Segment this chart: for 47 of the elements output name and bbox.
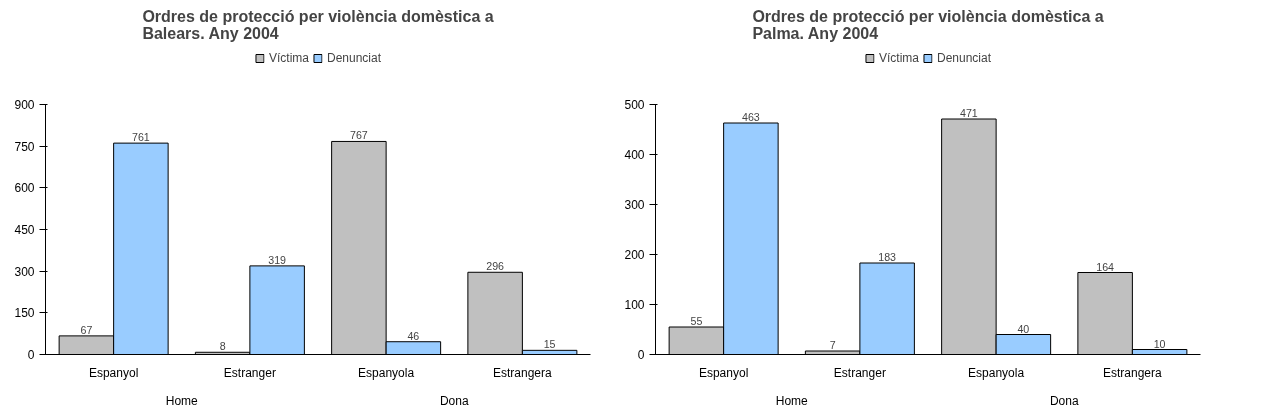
y-tick-label: 300	[624, 198, 645, 212]
text: Home	[775, 393, 809, 408]
y-tick-label: 150	[14, 306, 35, 321]
y-tick-label: 450	[14, 223, 35, 237]
y-tick-label: 0	[27, 348, 35, 362]
y-tick-label: 0	[637, 348, 645, 362]
x-tick-label: Espanyola	[358, 365, 415, 380]
text: Home	[165, 393, 199, 408]
y-tick-label: 300	[14, 264, 35, 279]
y-tick-label: 900	[14, 98, 35, 112]
data-label: 10	[1153, 337, 1166, 350]
x-tick-label: Espanyola	[968, 365, 1025, 380]
x-tick-label: Espanyol	[88, 365, 139, 380]
data-label: 296	[486, 260, 505, 273]
y-tick-label: 100	[624, 298, 645, 312]
data-label: 15	[543, 338, 556, 351]
legend-label: Denunciat	[326, 51, 382, 65]
legend-label: Víctima	[878, 51, 919, 65]
y-tick-label: 600	[14, 181, 35, 196]
data-label: 319	[268, 253, 287, 266]
chart-title: Ordres de protecció per violència domèstica a Balears. Any 2004	[142, 7, 494, 42]
y-tick-label: 400	[624, 148, 645, 162]
data-label: 183	[878, 251, 897, 263]
data-label: 164	[1096, 260, 1115, 273]
x-tick-label: Estranger	[833, 365, 886, 380]
text: Dona	[1049, 393, 1079, 408]
x-tick-label: Estranger	[223, 365, 276, 380]
x-tick-label: Espanyol	[698, 365, 749, 380]
data-label: 471	[959, 107, 978, 119]
data-label: 463	[741, 111, 760, 123]
data-label: 8	[219, 340, 226, 353]
x-tick-label: Estrangera	[493, 365, 553, 380]
y-tick-label: 200	[624, 248, 645, 262]
data-label: 40	[1017, 322, 1030, 335]
data-label: 46	[407, 329, 420, 342]
y-tick-label: 750	[14, 139, 35, 154]
y-tick-label: 500	[624, 98, 645, 112]
data-label: 55	[690, 315, 703, 327]
text: Dona	[439, 393, 469, 408]
legend-label: Denunciat	[936, 51, 992, 65]
data-label: 7	[829, 339, 836, 351]
x-tick-label: Estrangera	[1103, 365, 1163, 380]
data-label: 767	[349, 129, 368, 142]
legend-label: Víctima	[268, 51, 309, 65]
data-label: 761	[131, 131, 150, 144]
chart-title: Ordres de protecció per violència domèstica a Palma. Any 2004	[752, 7, 1104, 42]
data-label: 67	[80, 323, 93, 336]
